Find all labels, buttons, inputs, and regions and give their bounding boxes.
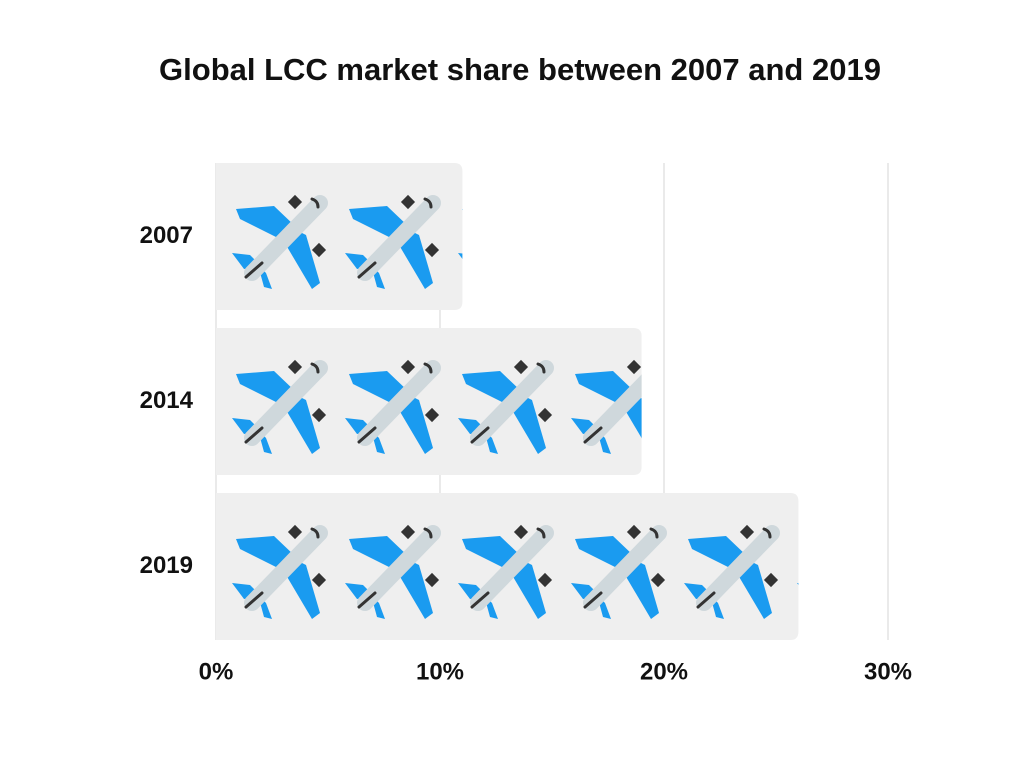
plane-icon — [458, 195, 552, 289]
y-tick-label: 2007 — [140, 222, 193, 249]
y-tick-label: 2019 — [140, 552, 193, 579]
bar — [216, 163, 463, 310]
plane-icon — [797, 525, 891, 619]
x-tick-label: 20% — [640, 658, 688, 685]
x-tick-label: 0% — [199, 658, 234, 685]
x-tick-label: 30% — [864, 658, 912, 685]
y-tick-label: 2014 — [140, 387, 194, 414]
x-tick-label: 10% — [416, 658, 464, 685]
chart-title: Global LCC market share between 2007 and… — [159, 52, 881, 87]
